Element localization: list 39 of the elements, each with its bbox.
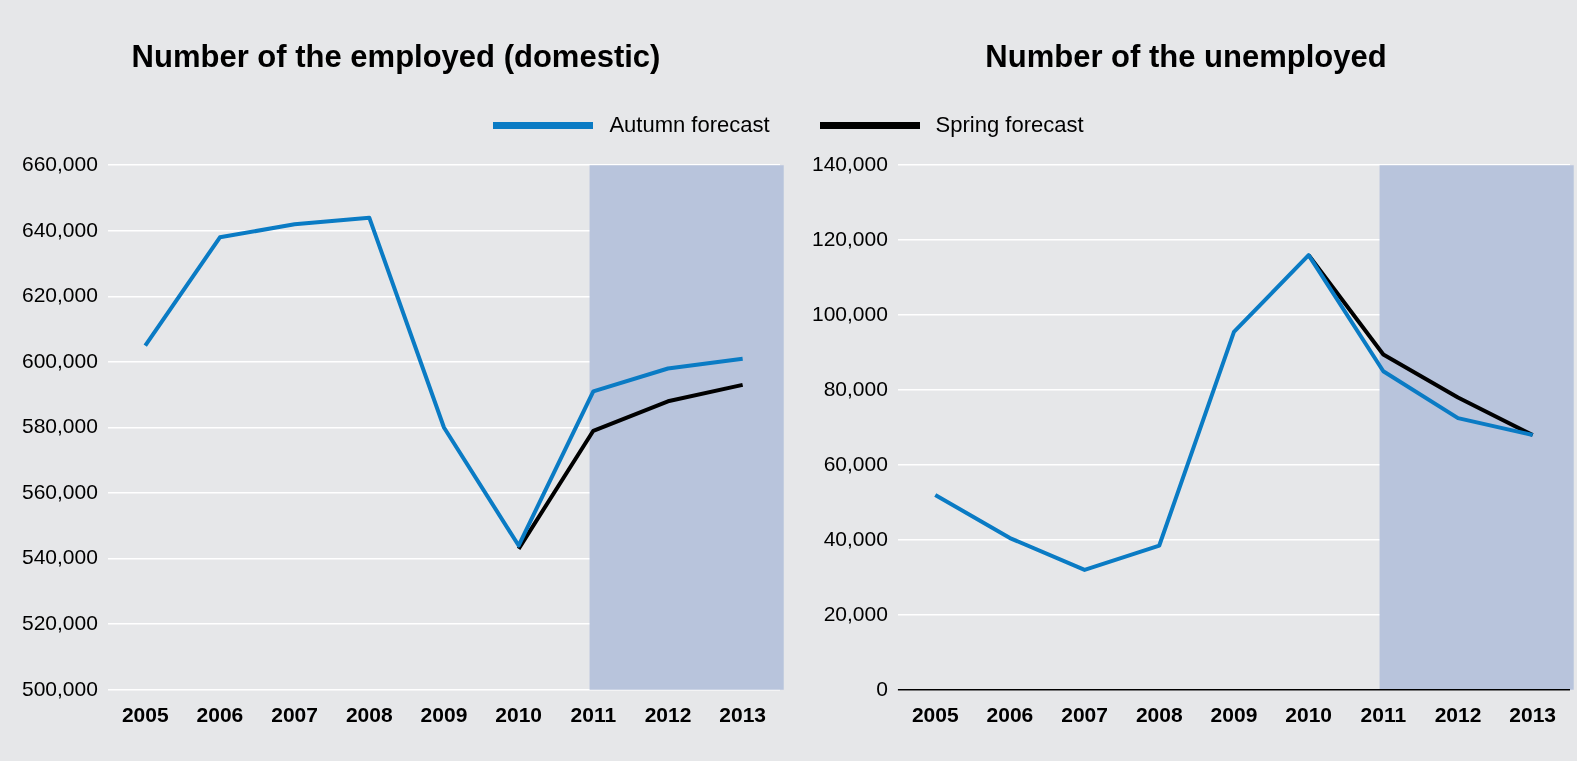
- x-tick-label: 2011: [570, 703, 617, 727]
- chart-title: Number of the unemployed: [985, 39, 1387, 75]
- y-tick-label: 80,000: [823, 376, 888, 400]
- x-tick-label: 2008: [1135, 703, 1183, 727]
- x-tick-label: 2008: [345, 703, 393, 727]
- y-tick-label: 120,000: [811, 226, 888, 250]
- x-tick-label: 2013: [719, 703, 767, 727]
- y-tick-label: 540,000: [21, 545, 98, 569]
- x-tick-label: 2013: [1509, 703, 1557, 727]
- x-tick-label: 2010: [1285, 703, 1332, 727]
- x-tick-label: 2006: [196, 703, 244, 727]
- chart-title: Number of the employed (domestic): [131, 39, 661, 75]
- y-tick-label: 600,000: [21, 348, 98, 372]
- y-tick-label: 640,000: [21, 217, 98, 241]
- legend-label: Spring forecast: [935, 112, 1084, 138]
- x-tick-label: 2005: [121, 703, 169, 727]
- y-tick-label: 620,000: [21, 283, 98, 307]
- x-tick-label: 2012: [644, 703, 692, 727]
- y-tick-label: 20,000: [823, 601, 888, 625]
- y-tick-label: 520,000: [21, 611, 98, 635]
- x-tick-label: 2009: [1210, 703, 1258, 727]
- x-tick-label: 2009: [420, 703, 468, 727]
- y-tick-label: 500,000: [21, 676, 98, 700]
- y-tick-label: 140,000: [811, 152, 888, 175]
- x-tick-label: 2005: [911, 703, 959, 727]
- y-tick-label: 40,000: [823, 526, 888, 550]
- y-tick-label: 660,000: [21, 152, 98, 175]
- x-tick-label: 2011: [1360, 703, 1407, 727]
- y-tick-label: 560,000: [21, 479, 98, 503]
- y-tick-label: 0: [876, 676, 888, 700]
- x-tick-label: 2007: [271, 703, 318, 727]
- x-tick-label: 2006: [986, 703, 1034, 727]
- x-tick-label: 2010: [495, 703, 542, 727]
- y-tick-label: 580,000: [21, 414, 98, 438]
- x-tick-label: 2007: [1061, 703, 1108, 727]
- x-tick-label: 2012: [1434, 703, 1482, 727]
- y-tick-label: 100,000: [811, 301, 888, 325]
- y-tick-label: 60,000: [823, 451, 888, 475]
- legend-label: Autumn forecast: [609, 112, 770, 138]
